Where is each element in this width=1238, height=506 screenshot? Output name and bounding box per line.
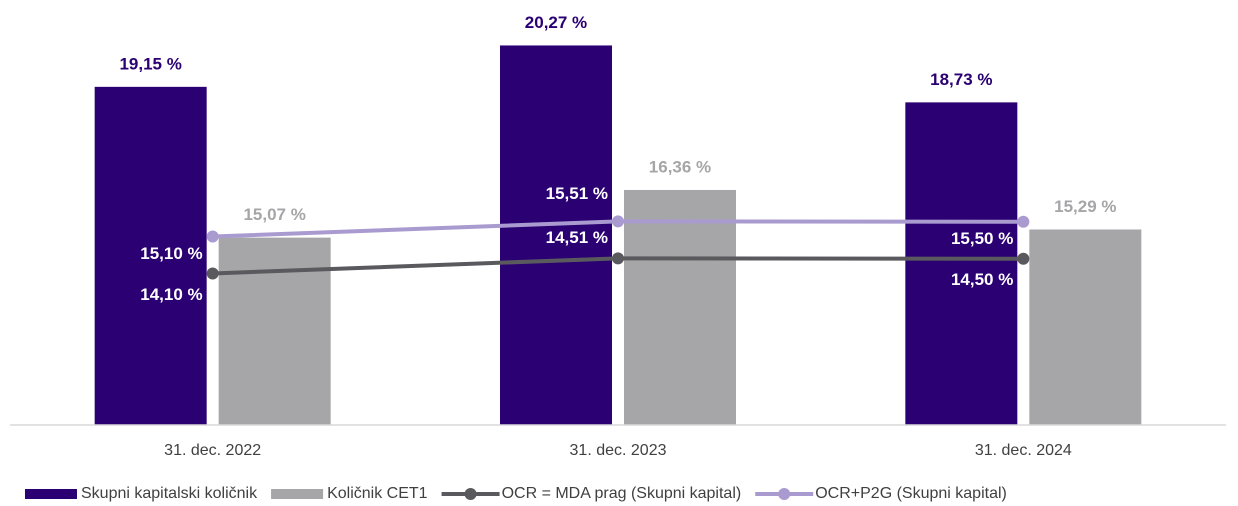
- line-value-label: 15,50 %: [951, 229, 1013, 248]
- bar-value-label: 16,36 %: [649, 157, 711, 176]
- line-point: [206, 267, 219, 280]
- bar: [624, 189, 736, 425]
- bar-value-label: 15,29 %: [1054, 197, 1116, 216]
- bar: [500, 45, 612, 426]
- line-point: [206, 230, 219, 243]
- bar-value-label: 18,73 %: [930, 70, 992, 89]
- line-point: [612, 215, 624, 228]
- legend-swatch: [25, 489, 77, 499]
- legend-swatch: [464, 488, 477, 500]
- legend-label: Skupni kapitalski količnik: [81, 485, 258, 502]
- bar: [218, 237, 331, 425]
- legend-label: Količnik CET1: [327, 485, 428, 502]
- line-value-label: 14,51 %: [546, 228, 608, 247]
- x-tick-label: 31. dec. 2022: [164, 442, 261, 459]
- line-point: [612, 252, 624, 265]
- bar-value-label: 20,27 %: [525, 13, 587, 32]
- bar-value-label: 15,07 %: [243, 205, 305, 224]
- line-value-label: 14,10 %: [140, 285, 202, 304]
- bar: [1029, 229, 1142, 425]
- legend-label: OCR = MDA prag (Skupni kapital): [502, 485, 742, 502]
- line-point: [1017, 215, 1030, 228]
- line-value-label: 15,51 %: [546, 184, 608, 203]
- line-value-label: 15,10 %: [140, 244, 202, 263]
- bar: [94, 86, 207, 425]
- x-tick-label: 31. dec. 2023: [570, 442, 667, 459]
- line-value-label: 14,50 %: [951, 270, 1013, 289]
- bar: [905, 102, 1018, 425]
- bar-value-label: 19,15 %: [119, 54, 181, 73]
- legend-label: OCR+P2G (Skupni kapital): [815, 485, 1007, 502]
- legend-swatch: [778, 488, 791, 500]
- line-point: [1017, 252, 1030, 265]
- x-tick-label: 31. dec. 2024: [975, 442, 1072, 459]
- legend-swatch: [271, 489, 324, 499]
